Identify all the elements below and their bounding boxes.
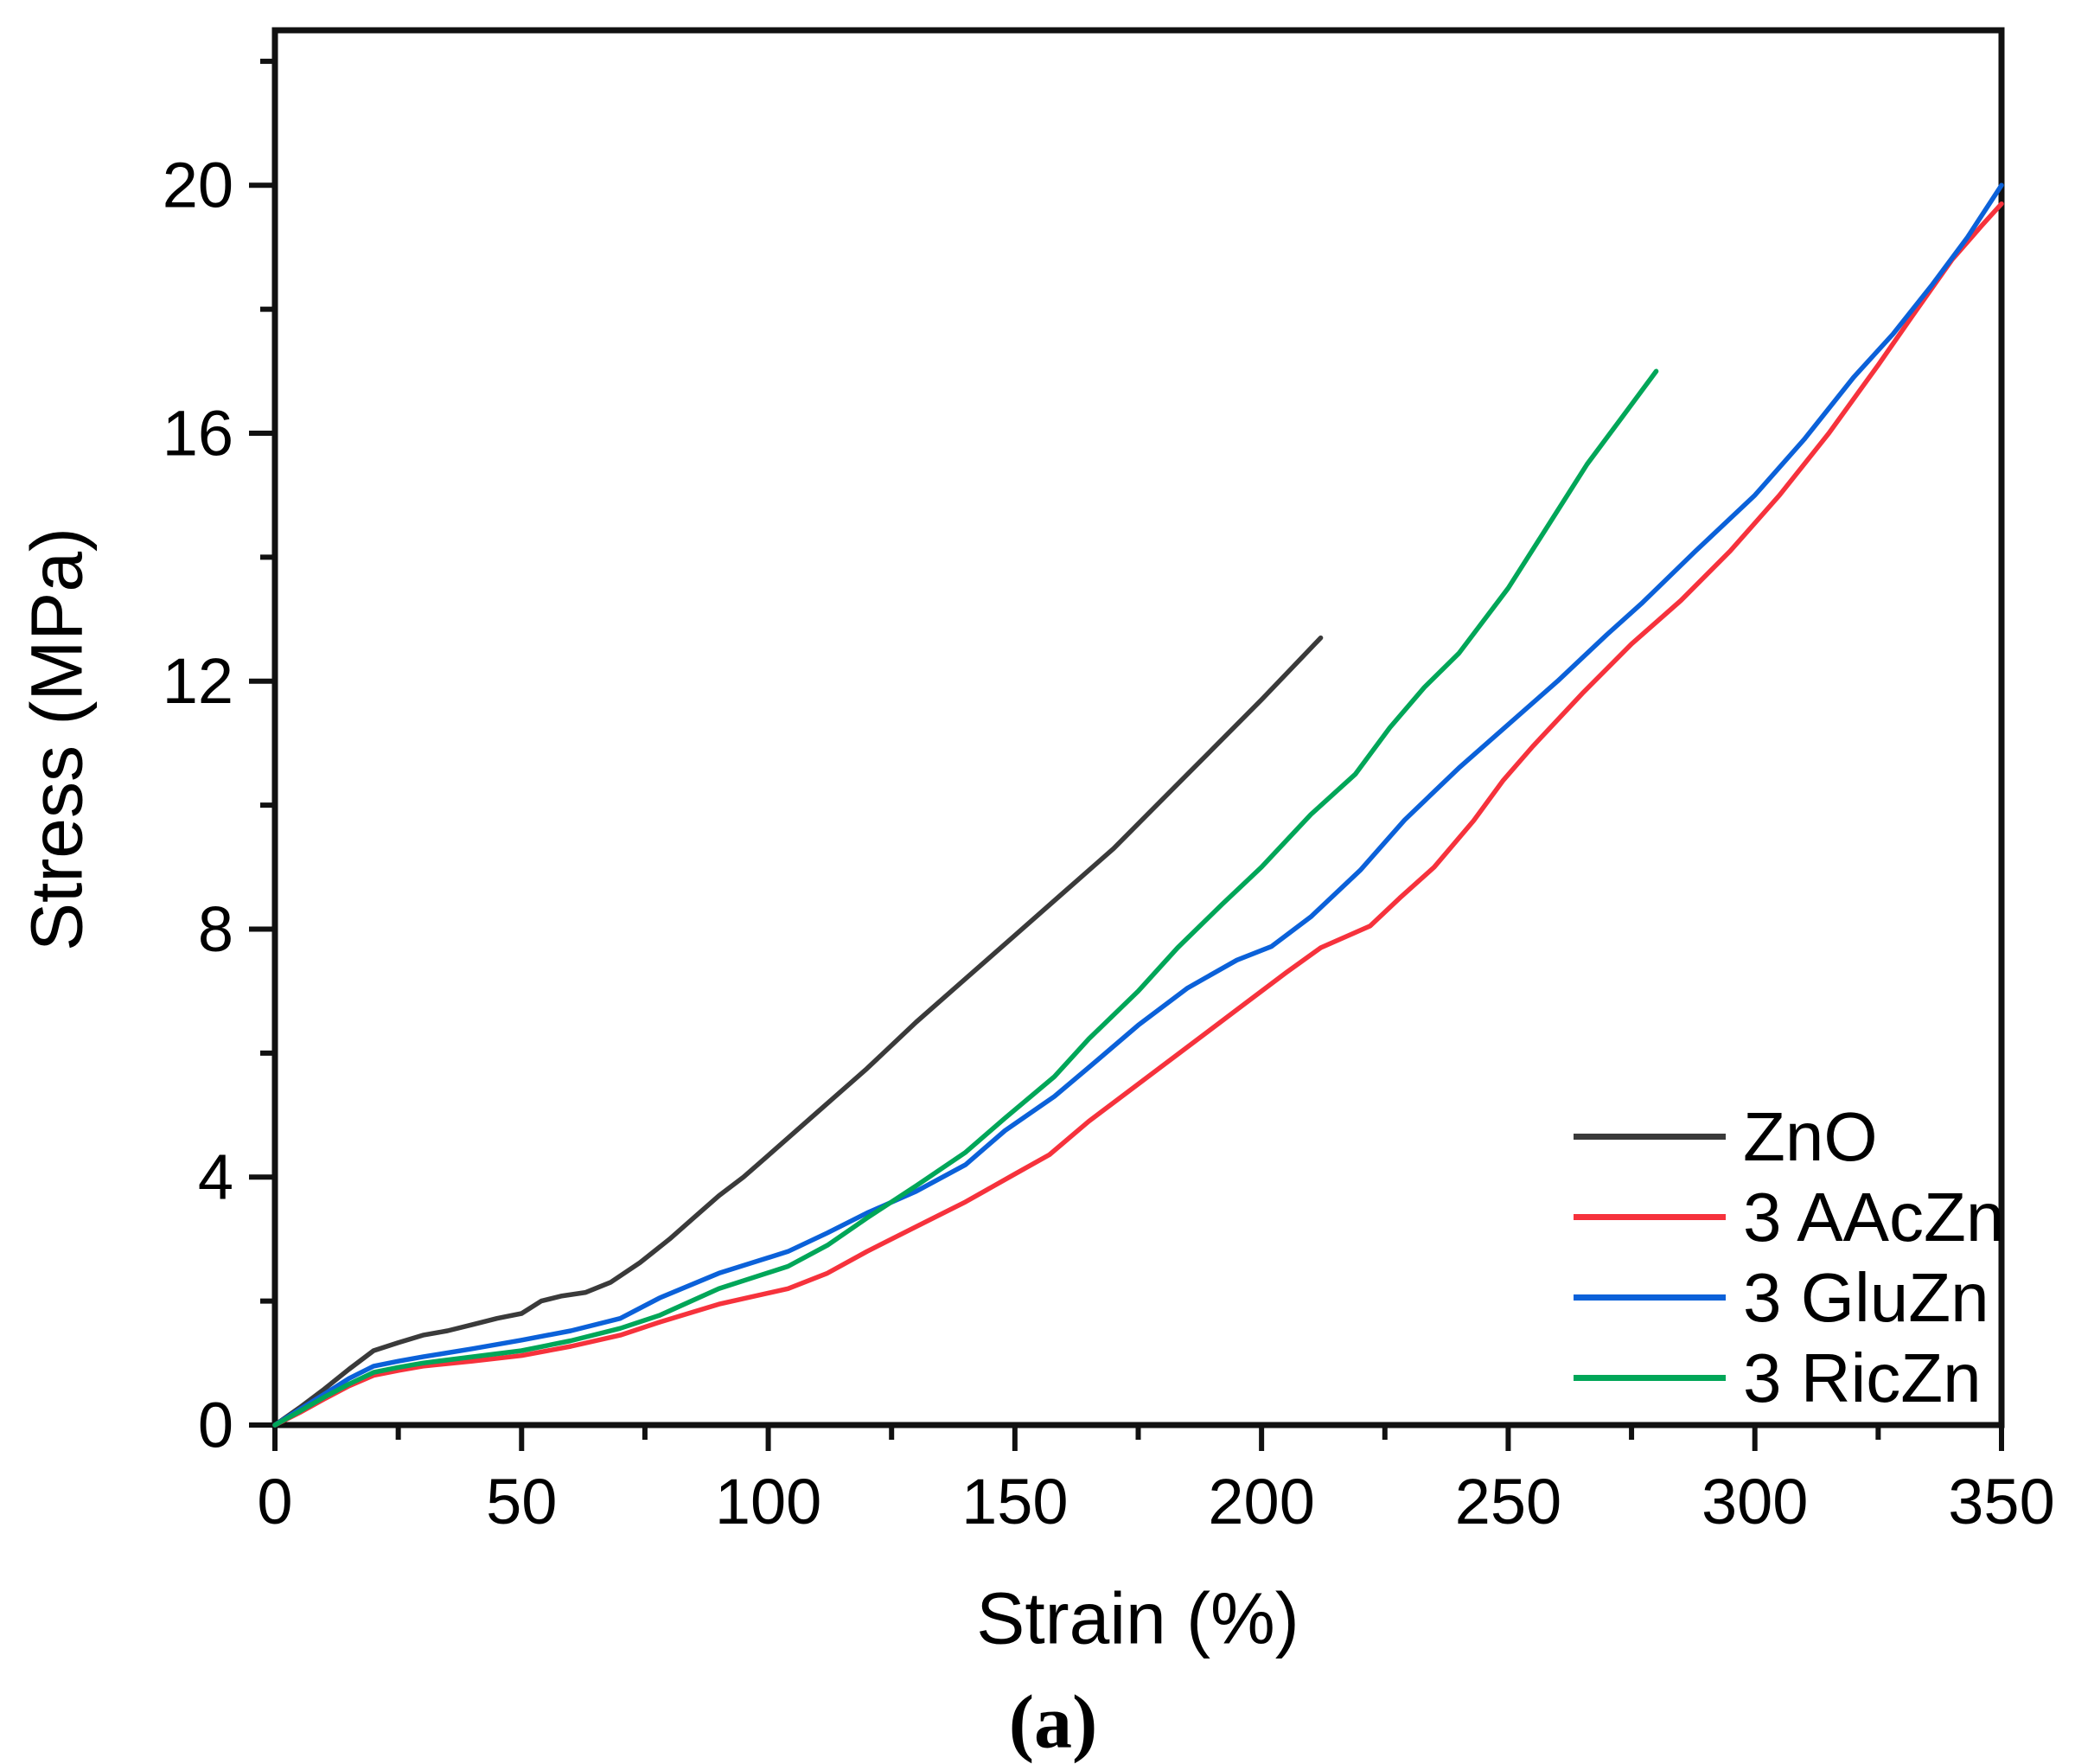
x-tick-label: 150 bbox=[961, 1466, 1068, 1537]
curve-3-aaczn bbox=[272, 201, 2004, 1428]
x-tick-label: 200 bbox=[1208, 1466, 1314, 1537]
y-tick-label: 20 bbox=[163, 150, 233, 221]
legend-label: 3 AAcZn bbox=[1743, 1178, 2005, 1256]
y-tick-label: 0 bbox=[198, 1390, 233, 1461]
legend-label: 3 RicZn bbox=[1743, 1339, 1982, 1416]
legend-line-swatch bbox=[1574, 1134, 1726, 1140]
legend-line-swatch bbox=[1574, 1214, 1726, 1220]
subfigure-caption: (a) bbox=[1008, 1680, 1098, 1764]
x-tick-label: 50 bbox=[486, 1466, 557, 1537]
x-axis-title: Strain (%) bbox=[976, 1577, 1299, 1659]
curve-3-riczn bbox=[272, 368, 1659, 1428]
axis-tick-labels: 0 50 100 150 200 250 300 350 0 4 8 12 16 20 bbox=[163, 150, 2055, 1537]
axis-ticks bbox=[249, 58, 2004, 1451]
x-tick-label: 250 bbox=[1455, 1466, 1561, 1537]
curve-zno bbox=[272, 635, 1324, 1428]
y-tick-label: 8 bbox=[198, 893, 233, 965]
legend-label: 3 GluZn bbox=[1743, 1258, 1989, 1336]
legend-item-zno: ZnO bbox=[1574, 1096, 2004, 1177]
data-curves bbox=[272, 182, 2004, 1428]
legend: ZnO 3 AAcZn 3 GluZn 3 RicZn bbox=[1574, 1096, 2004, 1418]
x-tick-label: 0 bbox=[257, 1466, 292, 1537]
legend-item-3-aaczn: 3 AAcZn bbox=[1574, 1177, 2004, 1257]
legend-item-3-gluzn: 3 GluZn bbox=[1574, 1257, 2004, 1338]
y-axis-title: Stress (MPa) bbox=[16, 527, 98, 952]
x-tick-label: 100 bbox=[715, 1466, 821, 1537]
curve-3-gluzn bbox=[272, 182, 2004, 1428]
legend-line-swatch bbox=[1574, 1375, 1726, 1381]
legend-item-3-riczn: 3 RicZn bbox=[1574, 1338, 2004, 1418]
x-tick-label: 350 bbox=[1948, 1466, 2054, 1537]
legend-line-swatch bbox=[1574, 1294, 1726, 1301]
x-tick-label: 300 bbox=[1702, 1466, 1808, 1537]
y-tick-label: 4 bbox=[198, 1141, 233, 1213]
legend-label: ZnO bbox=[1743, 1097, 1878, 1175]
y-tick-label: 12 bbox=[163, 645, 233, 717]
y-tick-label: 16 bbox=[163, 397, 233, 469]
